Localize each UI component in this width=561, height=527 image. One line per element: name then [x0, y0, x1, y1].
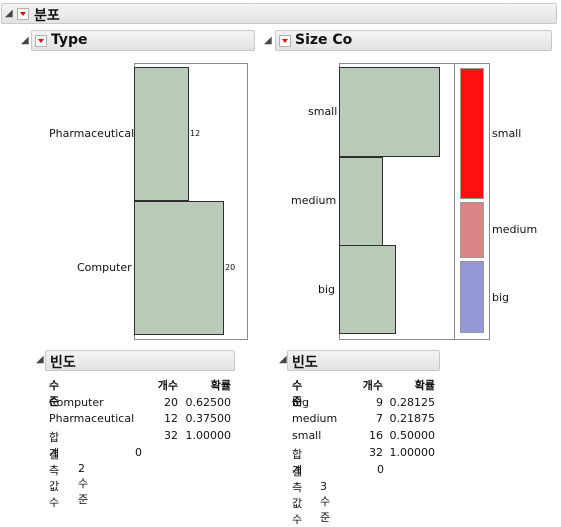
col-header-count: 개수	[362, 379, 383, 392]
levels-note: 3 수준	[320, 480, 331, 524]
mosaic-label: big	[492, 291, 510, 304]
row-level: Pharmaceutical	[49, 412, 135, 425]
row-prob: 0.62500	[185, 396, 232, 409]
red-triangle-menu-icon[interactable]	[17, 8, 29, 20]
size-chart-divider	[454, 63, 455, 340]
row-level: Computer	[49, 396, 104, 409]
row-level: big	[292, 396, 310, 409]
row-level: 합계	[49, 431, 60, 460]
red-triangle-menu-icon[interactable]	[35, 35, 47, 47]
col-header-prob: 확률	[210, 379, 231, 392]
row-level: small	[292, 429, 322, 442]
row-prob: 0.28125	[389, 396, 436, 409]
size-panel-header[interactable]: Size Co	[275, 30, 552, 51]
missing-label: 결측값 수	[49, 448, 60, 509]
type-category-label: Computer	[77, 261, 132, 274]
col-header-level: 수준	[49, 379, 60, 408]
collapse-triangle-icon[interactable]: ◢	[36, 354, 44, 365]
row-level: medium	[292, 412, 338, 425]
size-freq-header[interactable]: 빈도	[287, 350, 440, 371]
missing-value: 0	[135, 446, 142, 459]
type-count-label: 12	[190, 129, 201, 138]
row-level: 합계	[292, 448, 303, 477]
size-category-label: big	[318, 283, 336, 296]
type-bar-computer[interactable]	[134, 201, 224, 335]
size-bar-small[interactable]	[339, 67, 440, 157]
mosaic-segment-big[interactable]	[460, 261, 484, 333]
row-count: 32	[369, 446, 383, 459]
collapse-triangle-icon[interactable]: ◢	[21, 35, 29, 46]
missing-value: 0	[377, 463, 384, 476]
page-title: 분포	[34, 8, 60, 24]
collapse-triangle-icon[interactable]: ◢	[264, 35, 272, 46]
type-freq-title: 빈도	[50, 355, 76, 371]
row-prob: 1.00000	[185, 429, 232, 442]
missing-label: 결측값 수	[292, 465, 303, 526]
col-header-level: 수준	[292, 379, 303, 408]
type-panel-title: Type	[51, 32, 88, 48]
row-count: 20	[164, 396, 178, 409]
row-prob: 0.37500	[185, 412, 232, 425]
mosaic-label: medium	[492, 223, 538, 236]
row-count: 16	[369, 429, 383, 442]
red-triangle-menu-icon[interactable]	[279, 35, 291, 47]
row-prob: 0.21875	[389, 412, 436, 425]
row-prob: 0.50000	[389, 429, 436, 442]
mosaic-segment-small[interactable]	[460, 68, 484, 199]
distribution-header[interactable]: ◢ 분포	[1, 3, 557, 24]
size-bar-medium[interactable]	[339, 157, 383, 246]
type-panel-header[interactable]: Type	[31, 30, 255, 51]
levels-note: 2 수준	[78, 462, 89, 506]
row-count: 12	[164, 412, 178, 425]
mosaic-label: small	[492, 127, 522, 140]
col-header-prob: 확률	[414, 379, 435, 392]
col-header-count: 개수	[157, 379, 178, 392]
size-freq-title: 빈도	[292, 355, 318, 371]
row-count: 32	[164, 429, 178, 442]
mosaic-segment-medium[interactable]	[460, 202, 484, 258]
size-category-label: medium	[291, 194, 337, 207]
type-count-label: 20	[225, 263, 236, 272]
collapse-triangle-icon[interactable]: ◢	[279, 354, 287, 365]
collapse-triangle-icon[interactable]: ◢	[5, 8, 13, 19]
row-count: 9	[376, 396, 383, 409]
size-category-label: small	[308, 105, 338, 118]
type-freq-header[interactable]: 빈도	[45, 350, 235, 371]
row-prob: 1.00000	[389, 446, 436, 459]
size-panel-title: Size Co	[295, 32, 353, 48]
type-bar-pharmaceutical[interactable]	[134, 67, 189, 201]
type-category-label: Pharmaceutical	[49, 127, 135, 140]
size-bar-big[interactable]	[339, 245, 396, 334]
row-count: 7	[376, 412, 383, 425]
